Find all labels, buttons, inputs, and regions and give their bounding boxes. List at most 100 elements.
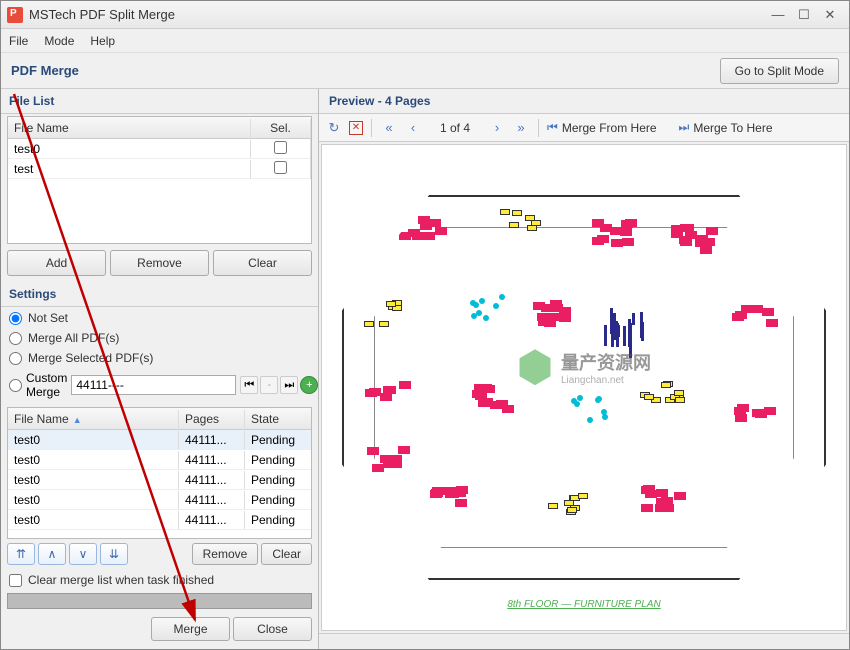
reorder-controls: ⇈ ∧ ∨ ⇊ Remove Clear bbox=[1, 543, 318, 569]
preview-panel: Preview - 4 Pages ↻ ✕ « ‹ 1 of 4 › » ⏮Me… bbox=[319, 89, 849, 649]
watermark-icon bbox=[517, 349, 553, 385]
remove-button[interactable]: Remove bbox=[110, 250, 209, 276]
mrow-pg: 44111... bbox=[179, 491, 245, 509]
mrow-fn: test0 bbox=[8, 431, 179, 449]
menu-file[interactable]: File bbox=[9, 34, 28, 48]
close-preview-icon[interactable]: ✕ bbox=[349, 121, 363, 135]
menu-bar: File Mode Help bbox=[1, 29, 849, 53]
maximize-button[interactable]: ☐ bbox=[791, 6, 817, 24]
merge-row[interactable]: test044111...Pending bbox=[8, 470, 311, 490]
filelist-header: File List bbox=[1, 89, 318, 114]
split-mode-button[interactable]: Go to Split Mode bbox=[720, 58, 839, 84]
mcol-fn[interactable]: File Name▲ bbox=[8, 410, 179, 428]
radio-mergeall-input[interactable] bbox=[9, 332, 22, 345]
move-down-icon[interactable]: ∨ bbox=[69, 543, 97, 565]
app-window: MSTech PDF Split Merge — ☐ ✕ File Mode H… bbox=[0, 0, 850, 650]
radio-mergeall[interactable]: Merge All PDF(s) bbox=[9, 331, 310, 345]
filelist-buttons: Add Remove Clear bbox=[1, 250, 318, 282]
close-window-button[interactable]: ✕ bbox=[817, 6, 843, 24]
mrow-st: Pending bbox=[245, 431, 311, 449]
mrow-st: Pending bbox=[245, 491, 311, 509]
custom-merge-row: Custom Merge ⏮ - ⏭ + ⓘ bbox=[9, 371, 310, 399]
menu-help[interactable]: Help bbox=[90, 34, 115, 48]
radio-notset-input[interactable] bbox=[9, 312, 22, 325]
main: File List File Name Sel. test0 test Add … bbox=[1, 89, 849, 649]
merge-row[interactable]: test044111...Pending bbox=[8, 450, 311, 470]
last-page-icon[interactable]: » bbox=[512, 119, 530, 137]
mrow-pg: 44111... bbox=[179, 451, 245, 469]
file-row[interactable]: test bbox=[8, 159, 311, 179]
refresh-icon[interactable]: ↻ bbox=[325, 119, 343, 137]
merge-row[interactable]: test044111...Pending bbox=[8, 510, 311, 530]
h-scrollbar[interactable] bbox=[319, 633, 849, 649]
radio-mergesel-input[interactable] bbox=[9, 352, 22, 365]
file-sel-checkbox[interactable] bbox=[274, 141, 287, 154]
file-sel-cell bbox=[251, 159, 311, 179]
radio-mergesel[interactable]: Merge Selected PDF(s) bbox=[9, 351, 310, 365]
menu-mode[interactable]: Mode bbox=[44, 34, 74, 48]
file-sel-checkbox[interactable] bbox=[274, 161, 287, 174]
minimize-button[interactable]: — bbox=[765, 6, 791, 24]
mrow-pg: 44111... bbox=[179, 471, 245, 489]
next-page-icon[interactable]: › bbox=[488, 119, 506, 137]
progress-bar bbox=[7, 593, 312, 609]
radio-notset[interactable]: Not Set bbox=[9, 311, 310, 325]
file-list-table: File Name Sel. test0 test bbox=[7, 116, 312, 244]
clear-on-finish-checkbox[interactable] bbox=[9, 574, 22, 587]
clear-button[interactable]: Clear bbox=[213, 250, 312, 276]
floorplan-image bbox=[342, 195, 826, 580]
separator bbox=[371, 119, 372, 137]
merge-clear-button[interactable]: Clear bbox=[261, 543, 312, 565]
mrow-pg: 44111... bbox=[179, 431, 245, 449]
merge-row[interactable]: test044111...Pending bbox=[8, 430, 311, 450]
file-row[interactable]: test0 bbox=[8, 139, 311, 159]
mrow-fn: test0 bbox=[8, 491, 179, 509]
radio-custom-input[interactable] bbox=[9, 379, 22, 392]
mcol-st[interactable]: State bbox=[245, 410, 311, 428]
custom-merge-input[interactable] bbox=[71, 375, 236, 395]
custom-merge-label: Custom Merge bbox=[26, 371, 67, 399]
cm-next-icon[interactable]: ⏭ bbox=[280, 376, 298, 394]
first-page-icon[interactable]: « bbox=[380, 119, 398, 137]
merge-row[interactable]: test044111...Pending bbox=[8, 490, 311, 510]
mrow-fn: test0 bbox=[8, 471, 179, 489]
settings-panel: Not Set Merge All PDF(s) Merge Selected … bbox=[1, 307, 318, 403]
sort-asc-icon: ▲ bbox=[73, 415, 82, 425]
file-sel-cell bbox=[251, 139, 311, 159]
mrow-pg: 44111... bbox=[179, 511, 245, 529]
watermark-sub: Liangchan.net bbox=[561, 375, 651, 386]
cm-add-icon[interactable]: + bbox=[300, 376, 318, 394]
merge-remove-button[interactable]: Remove bbox=[192, 543, 259, 565]
prev-page-icon[interactable]: ‹ bbox=[404, 119, 422, 137]
cm-first-icon[interactable]: ⏮ bbox=[240, 376, 258, 394]
cm-prev-icon[interactable]: - bbox=[260, 376, 278, 394]
filelist-thead: File Name Sel. bbox=[8, 117, 311, 139]
action-buttons: Merge Close bbox=[1, 611, 318, 649]
app-title: MSTech PDF Split Merge bbox=[29, 7, 765, 22]
skip-fwd-icon: ⏭ bbox=[679, 120, 690, 135]
merge-to-here[interactable]: ⏭Merge To Here bbox=[679, 120, 773, 135]
file-name-cell: test0 bbox=[8, 140, 251, 158]
watermark: 量产资源网 Liangchan.net bbox=[517, 349, 651, 386]
page-indicator: 1 of 4 bbox=[440, 121, 470, 135]
title-bar: MSTech PDF Split Merge — ☐ ✕ bbox=[1, 1, 849, 29]
merge-from-here[interactable]: ⏮Merge From Here bbox=[547, 120, 657, 135]
clear-on-finish[interactable]: Clear merge list when task finished bbox=[1, 569, 318, 591]
preview-canvas[interactable]: 量产资源网 Liangchan.net 8th FLOOR — FURNITUR… bbox=[321, 144, 847, 631]
close-button[interactable]: Close bbox=[233, 617, 312, 641]
merge-button[interactable]: Merge bbox=[151, 617, 230, 641]
add-button[interactable]: Add bbox=[7, 250, 106, 276]
move-top-icon[interactable]: ⇈ bbox=[7, 543, 35, 565]
app-icon bbox=[7, 7, 23, 23]
file-name-cell: test bbox=[8, 160, 251, 178]
mrow-st: Pending bbox=[245, 511, 311, 529]
col-sel[interactable]: Sel. bbox=[251, 119, 311, 137]
move-up-icon[interactable]: ∧ bbox=[38, 543, 66, 565]
merge-table: File Name▲ Pages State test044111...Pend… bbox=[7, 407, 312, 539]
preview-toolbar: ↻ ✕ « ‹ 1 of 4 › » ⏮Merge From Here ⏭Mer… bbox=[319, 114, 849, 142]
mcol-pg[interactable]: Pages bbox=[179, 410, 245, 428]
mrow-st: Pending bbox=[245, 451, 311, 469]
move-bottom-icon[interactable]: ⇊ bbox=[100, 543, 128, 565]
col-filename[interactable]: File Name bbox=[8, 119, 251, 137]
plan-caption: 8th FLOOR — FURNITURE PLAN bbox=[507, 599, 660, 610]
